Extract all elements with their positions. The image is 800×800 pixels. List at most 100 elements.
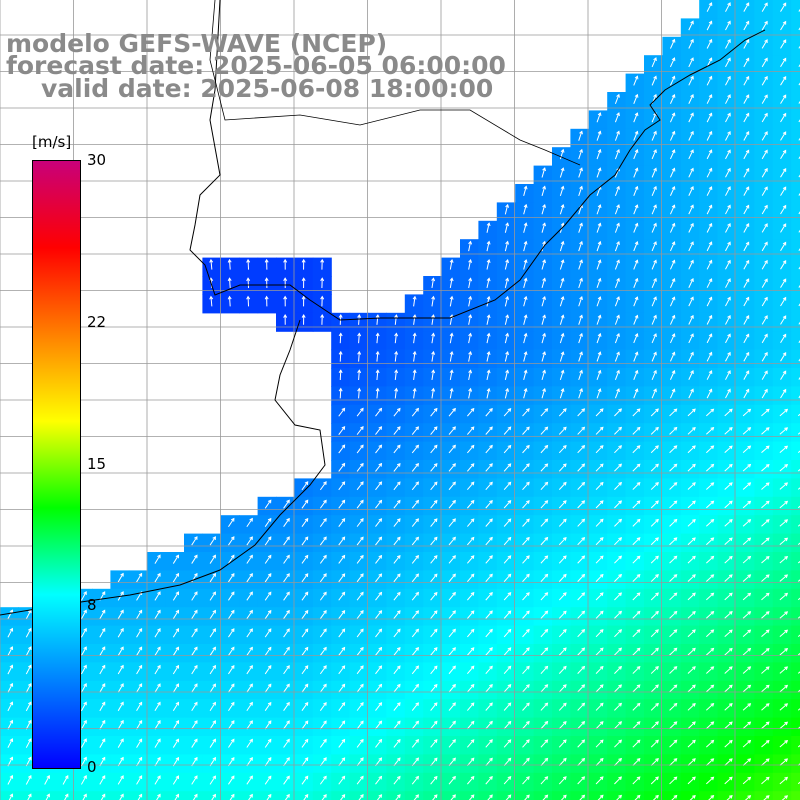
wind-arrow xyxy=(301,481,309,491)
wind-arrowhead xyxy=(396,775,401,780)
wind-arrowhead xyxy=(618,776,622,781)
wind-arrow xyxy=(246,536,253,546)
wind-arrow xyxy=(558,702,567,711)
wind-arrow xyxy=(669,76,675,86)
wind-arrowhead xyxy=(673,610,678,615)
wind-arrowhead xyxy=(653,277,657,282)
wind-arrow xyxy=(577,500,585,509)
wind-arrow xyxy=(82,794,87,800)
wind-arrow xyxy=(743,58,750,68)
wind-cell xyxy=(791,239,800,259)
wind-arrowhead xyxy=(544,665,549,670)
wind-arrowhead xyxy=(249,738,253,743)
wind-arrow xyxy=(614,574,622,582)
wind-arrowhead xyxy=(101,775,106,779)
wind-arrow xyxy=(632,408,641,417)
wind-arrow xyxy=(725,223,731,233)
wind-cell xyxy=(791,791,800,800)
wind-arrow xyxy=(339,351,342,362)
wind-arrow xyxy=(523,259,527,270)
wind-arrow xyxy=(411,702,419,711)
wind-arrow xyxy=(25,646,32,656)
wind-arrow xyxy=(191,739,198,748)
wind-arrowhead xyxy=(507,757,512,762)
wind-arrow xyxy=(724,537,733,546)
wind-arrowhead xyxy=(452,407,456,412)
wind-arrow xyxy=(191,610,198,620)
wind-arrowhead xyxy=(599,555,604,560)
wind-arrow xyxy=(669,555,677,564)
wind-arrow xyxy=(356,739,364,748)
wind-arrowhead xyxy=(230,628,235,632)
wind-arrowhead xyxy=(671,57,676,62)
wind-arrowhead xyxy=(636,776,641,781)
wind-arrow xyxy=(724,776,733,785)
wind-arrow xyxy=(650,758,659,766)
wind-arrow xyxy=(319,592,327,601)
wind-arrow xyxy=(393,720,401,730)
wind-arrowhead xyxy=(470,610,475,615)
wind-arrowhead xyxy=(616,93,620,98)
wind-arrowhead xyxy=(784,648,789,652)
wind-arrowhead xyxy=(671,204,676,209)
wind-arrowhead xyxy=(507,610,512,615)
wind-arrowhead xyxy=(470,702,475,707)
wind-arrow xyxy=(264,573,272,583)
wind-arrow xyxy=(595,758,604,766)
wind-arrow xyxy=(780,21,787,31)
wind-arrowhead xyxy=(579,388,583,392)
wind-cell xyxy=(165,791,185,800)
wind-arrowhead xyxy=(710,629,715,634)
wind-arrowhead xyxy=(341,536,346,541)
wind-arrowhead xyxy=(544,757,549,762)
wind-arrow xyxy=(687,574,696,582)
wind-arrow xyxy=(743,168,750,178)
wind-arrow xyxy=(540,592,548,601)
wind-arrowhead xyxy=(560,167,565,172)
wind-arrow xyxy=(669,333,675,344)
wind-arrowhead xyxy=(542,240,546,245)
wind-arrowhead xyxy=(415,794,419,798)
wind-arrowhead xyxy=(671,93,676,98)
wind-arrow xyxy=(430,647,438,656)
wind-arrow xyxy=(430,721,438,730)
wind-arrow xyxy=(393,555,401,564)
wind-arrowhead xyxy=(747,776,752,781)
wind-arrow xyxy=(725,76,731,86)
wind-arrow xyxy=(614,352,620,362)
wind-arrow xyxy=(761,611,770,619)
wind-arrowhead xyxy=(120,738,124,743)
wind-arrowhead xyxy=(28,756,32,761)
wind-arrowhead xyxy=(560,222,565,227)
wind-cell xyxy=(460,791,479,800)
wind-arrowhead xyxy=(452,555,456,559)
wind-arrow xyxy=(154,554,161,564)
wind-arrowhead xyxy=(523,259,528,264)
wind-arrowhead xyxy=(323,481,327,485)
wind-arrowhead xyxy=(690,314,694,319)
wind-arrow xyxy=(540,776,548,785)
wind-arrowhead xyxy=(449,277,454,282)
wind-arrow xyxy=(633,131,638,141)
wind-arrowhead xyxy=(264,258,269,263)
wind-arrow xyxy=(742,592,751,601)
wind-arrow xyxy=(577,666,585,674)
wind-arrowhead xyxy=(433,573,438,578)
wind-arrowhead xyxy=(507,776,512,780)
wind-arrowhead xyxy=(616,332,620,337)
wind-arrow xyxy=(117,573,124,583)
wind-arrow xyxy=(761,519,770,527)
wind-arrowhead xyxy=(360,499,364,504)
wind-arrowhead xyxy=(323,536,327,541)
wind-arrowhead xyxy=(486,369,491,374)
wind-arrow xyxy=(356,702,364,711)
wind-arrowhead xyxy=(378,536,383,541)
wind-arrowhead xyxy=(636,647,641,652)
wind-arrow xyxy=(577,537,585,546)
wind-arrow xyxy=(228,610,235,620)
wind-arrowhead xyxy=(394,332,399,337)
wind-arrowhead xyxy=(489,739,493,743)
wind-arrowhead xyxy=(249,609,253,614)
wind-arrow xyxy=(338,444,345,454)
wind-arrowhead xyxy=(378,610,383,614)
